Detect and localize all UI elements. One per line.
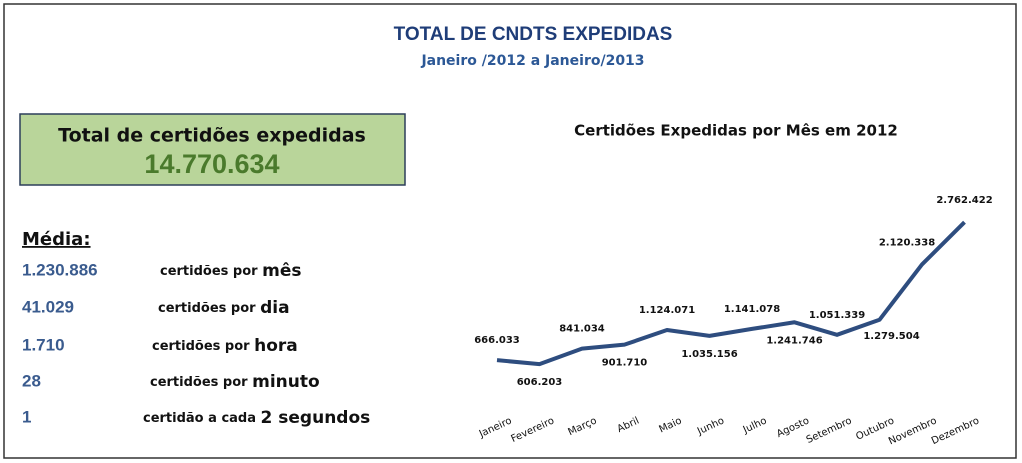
data-label: 1.279.504 xyxy=(863,331,919,342)
average-unit: mês xyxy=(262,261,301,281)
average-text-prefix: certidões por xyxy=(160,264,262,279)
average-text: certidão a cada 2 segundos xyxy=(143,408,370,428)
chart-title: Certidões Expedidas por Mês em 2012 xyxy=(574,122,898,140)
data-label: 606.203 xyxy=(517,377,563,388)
average-number: 1.230.886 xyxy=(22,260,98,279)
average-text: certidões por hora xyxy=(152,336,298,356)
average-text: certidões por dia xyxy=(158,298,290,318)
average-number: 28 xyxy=(22,371,41,390)
average-heading: Média: xyxy=(22,229,91,250)
total-value: 14.770.634 xyxy=(144,149,279,179)
average-text: certidões por mês xyxy=(160,261,301,281)
average-number: 1.710 xyxy=(22,335,65,354)
average-unit: 2 segundos xyxy=(261,408,371,428)
data-label: 1.124.071 xyxy=(639,305,695,316)
average-text-prefix: certidões por xyxy=(152,339,254,354)
subtitle: Janeiro /2012 a Janeiro/2013 xyxy=(420,53,644,69)
average-text-prefix: certidões por xyxy=(150,375,252,390)
average-unit: dia xyxy=(260,298,289,318)
data-label: 901.710 xyxy=(602,358,648,369)
data-label: 841.034 xyxy=(559,324,605,335)
data-label: 2.120.338 xyxy=(879,237,935,248)
data-label: 1.141.078 xyxy=(724,304,780,315)
frame xyxy=(3,3,1017,459)
total-box xyxy=(19,113,406,186)
average-text-prefix: certidões por xyxy=(158,301,260,316)
average-text-prefix: certidão a cada xyxy=(143,411,261,426)
average-unit: minuto xyxy=(252,372,320,392)
average-number: 41.029 xyxy=(22,297,74,316)
average-text: certidões por minuto xyxy=(150,372,320,392)
line xyxy=(496,220,966,367)
title: TOTAL DE CNDTS EXPEDIDAS xyxy=(394,24,673,45)
data-label: 2.762.422 xyxy=(936,195,992,206)
total-label: Total de certidões expedidas xyxy=(58,125,366,147)
data-label: 1.035.156 xyxy=(681,349,737,360)
data-label: 1.051.339 xyxy=(809,310,865,321)
average-unit: hora xyxy=(254,336,298,356)
data-label: 666.033 xyxy=(474,335,520,346)
data-label: 1.241.746 xyxy=(766,335,822,346)
average-number: 1 xyxy=(22,407,31,426)
